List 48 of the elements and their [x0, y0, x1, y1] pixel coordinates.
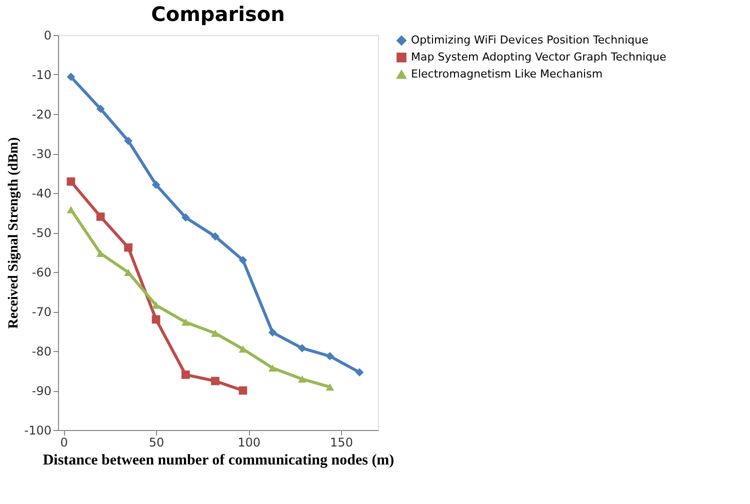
y-tick-label: -90	[32, 384, 52, 398]
x-tick-label: 150	[330, 436, 353, 450]
point	[96, 212, 105, 221]
point	[355, 368, 364, 377]
legend-label: Map System Adopting Vector Graph Technique	[411, 50, 666, 64]
point	[238, 256, 248, 264]
y-tick-label: -10	[32, 68, 52, 82]
y-tick-label: -40	[32, 186, 52, 200]
point	[211, 232, 220, 241]
y-tick-label: -30	[32, 147, 52, 161]
point	[181, 213, 190, 222]
point	[238, 386, 248, 395]
point	[152, 315, 160, 324]
y-tick-label: -50	[32, 226, 52, 240]
point	[124, 136, 132, 146]
x-axis-title: Distance between number of communicating nodes (m)	[42, 452, 394, 468]
point	[124, 243, 132, 252]
y-tick-label: -100	[24, 424, 52, 438]
point	[238, 345, 248, 353]
point	[298, 375, 306, 383]
chart-title: Comparison	[151, 2, 285, 26]
point	[211, 330, 220, 337]
point	[298, 344, 306, 352]
y-tick-label: -20	[32, 108, 52, 122]
point	[181, 318, 190, 326]
point	[66, 72, 76, 82]
legend-label: Electromagnetism Like Mechanism	[411, 68, 603, 80]
point	[66, 177, 76, 186]
point	[96, 104, 105, 114]
point	[326, 352, 334, 360]
y-tick-label: -70	[32, 305, 52, 319]
x-tick-label: 100	[238, 436, 260, 450]
y-tick-label: -60	[32, 266, 52, 280]
x-tick-label: 0	[60, 436, 68, 450]
point	[268, 328, 277, 337]
point	[124, 268, 132, 276]
point	[268, 364, 277, 372]
point	[152, 302, 160, 309]
point	[66, 206, 76, 214]
point	[326, 383, 334, 391]
y-tick-label: 0	[44, 28, 52, 42]
y-tick-label: -80	[32, 344, 52, 358]
y-axis-title: Received Signal Strength (dBm)	[6, 136, 22, 329]
x-tick-label: 50	[148, 436, 164, 450]
point	[181, 370, 190, 379]
point	[211, 376, 220, 386]
point	[152, 180, 160, 189]
legend-label: Optimizing WiFi Devices Position Technique	[411, 34, 649, 46]
